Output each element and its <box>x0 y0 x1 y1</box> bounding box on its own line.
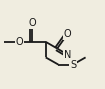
Text: O: O <box>28 18 36 28</box>
Text: O: O <box>64 29 72 39</box>
Text: N: N <box>64 50 71 60</box>
Text: S: S <box>70 60 76 70</box>
Text: O: O <box>16 37 23 47</box>
